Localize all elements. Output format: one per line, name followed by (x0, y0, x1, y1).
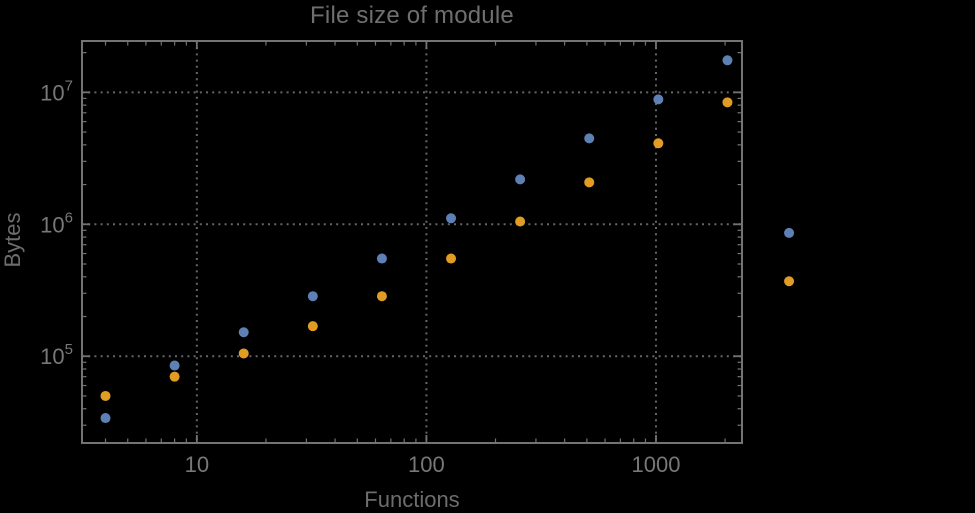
data-point (722, 97, 733, 108)
x-tick-labels: 10 100 1000 (185, 452, 681, 477)
data-point (307, 321, 318, 332)
x-tick-label: 10 (185, 452, 209, 477)
data-point (169, 371, 180, 382)
data-point (653, 138, 664, 149)
y-tick-labels: 105 106 107 (40, 77, 73, 369)
data-point (100, 390, 111, 401)
data-point (307, 291, 318, 302)
plot-frame (81, 40, 743, 444)
gridlines (82, 41, 742, 443)
x-axis-label: Functions (364, 487, 460, 512)
axis-ticks (82, 41, 742, 443)
chart-title: File size of module (310, 2, 514, 29)
data-point (515, 216, 526, 227)
x-tick-label: 100 (408, 452, 445, 477)
data-point (584, 177, 595, 188)
y-tick-label: 106 (40, 209, 73, 237)
data-point (376, 291, 387, 302)
y-tick-label: 105 (40, 341, 73, 369)
series-orange (100, 97, 795, 401)
data-point (446, 213, 457, 224)
data-point (515, 174, 526, 185)
data-point (722, 55, 733, 66)
data-point (238, 348, 249, 359)
data-point (446, 253, 457, 264)
series-blue (100, 55, 795, 424)
data-point (169, 360, 180, 371)
data-point (584, 133, 595, 144)
data-point (376, 253, 387, 264)
data-point (653, 94, 664, 105)
y-tick-label: 107 (40, 77, 73, 105)
x-tick-label: 1000 (631, 452, 680, 477)
y-axis-label: Bytes (0, 212, 25, 268)
data-point (784, 276, 795, 287)
data-point (100, 413, 111, 424)
data-point (784, 227, 795, 238)
data-point (238, 327, 249, 338)
